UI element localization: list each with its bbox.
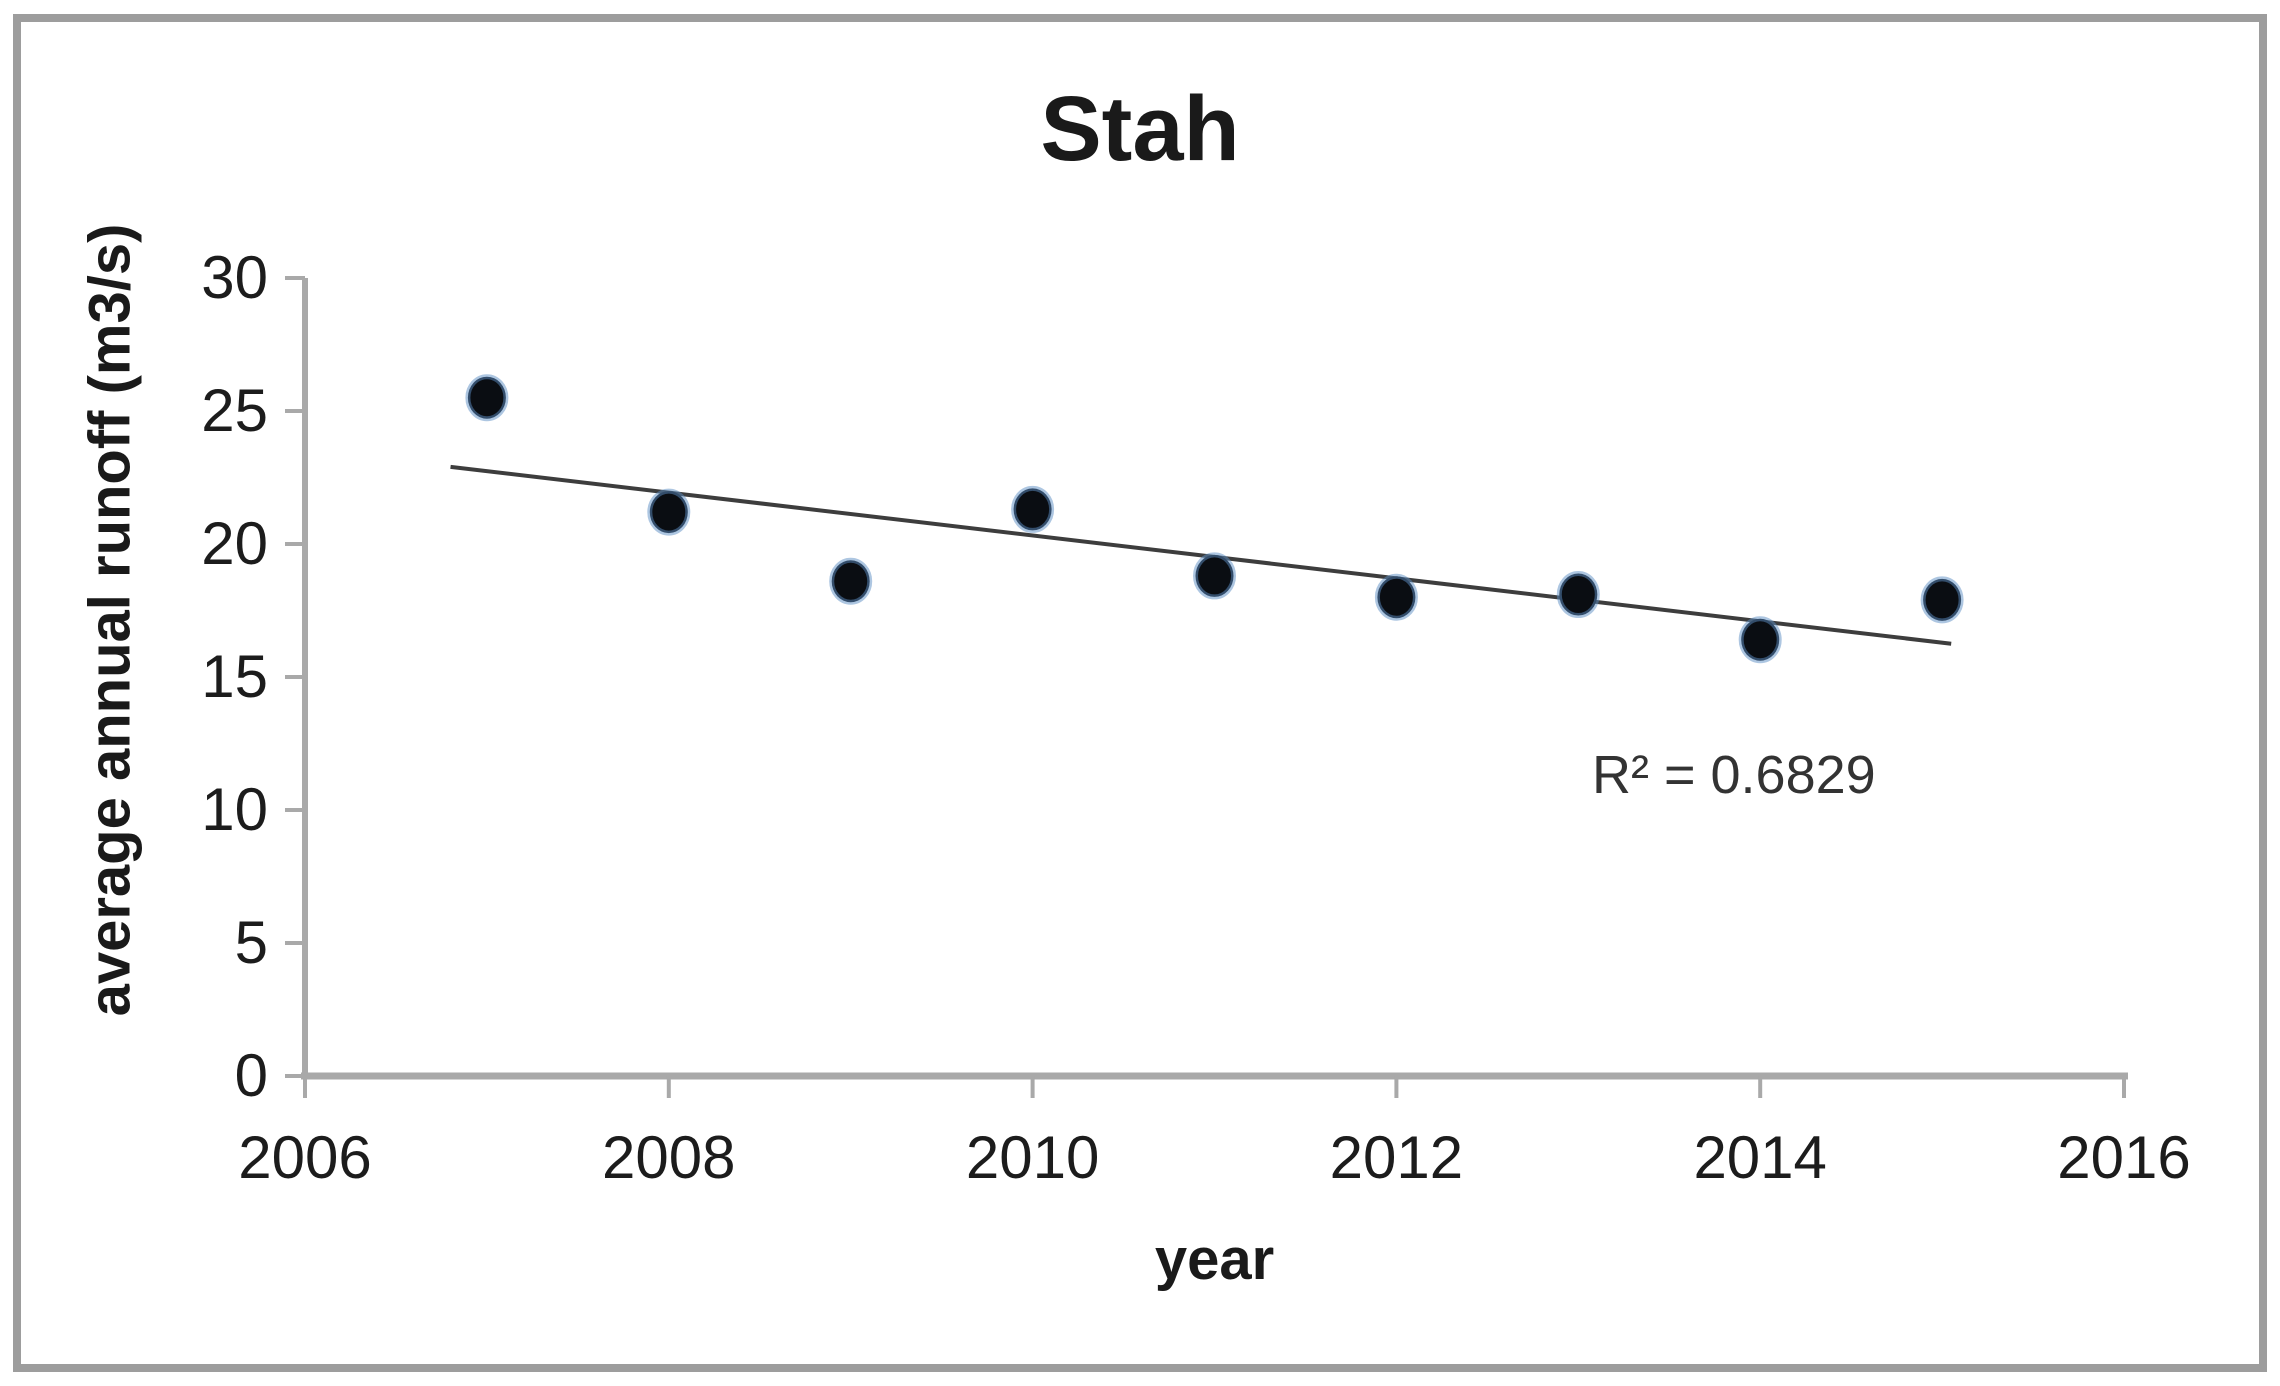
trend-line xyxy=(450,464,1952,646)
data-point xyxy=(1193,552,1236,600)
data-point xyxy=(1738,616,1782,664)
y-tick-label: 5 xyxy=(234,909,268,976)
chart-title: Stah xyxy=(1040,78,1240,180)
r-squared-annotation: R² = 0.6829 xyxy=(1592,745,1876,805)
y-tick-label: 20 xyxy=(201,510,268,577)
y-tick-label: 25 xyxy=(201,377,268,444)
x-tick-label: 2016 xyxy=(2057,1124,2191,1191)
data-point xyxy=(1920,576,1964,624)
x-axis-title: year xyxy=(1154,1227,1275,1292)
data-point xyxy=(1011,485,1055,533)
x-tick-label: 2014 xyxy=(1693,1124,1827,1191)
y-tick-label: 0 xyxy=(234,1042,268,1109)
x-tick-label: 2010 xyxy=(965,1124,1100,1191)
data-point xyxy=(1556,571,1600,619)
data-point xyxy=(829,557,873,605)
x-tick-label: 2012 xyxy=(1329,1124,1464,1191)
x-tick-label: 2006 xyxy=(238,1124,372,1191)
y-tick-label: 10 xyxy=(201,776,268,843)
x-tick-label: 2008 xyxy=(602,1124,736,1191)
data-point xyxy=(647,488,691,536)
y-tick-label: 15 xyxy=(201,643,268,710)
y-tick-label: 30 xyxy=(201,244,268,311)
data-point xyxy=(1374,573,1418,621)
data-point xyxy=(465,374,509,422)
